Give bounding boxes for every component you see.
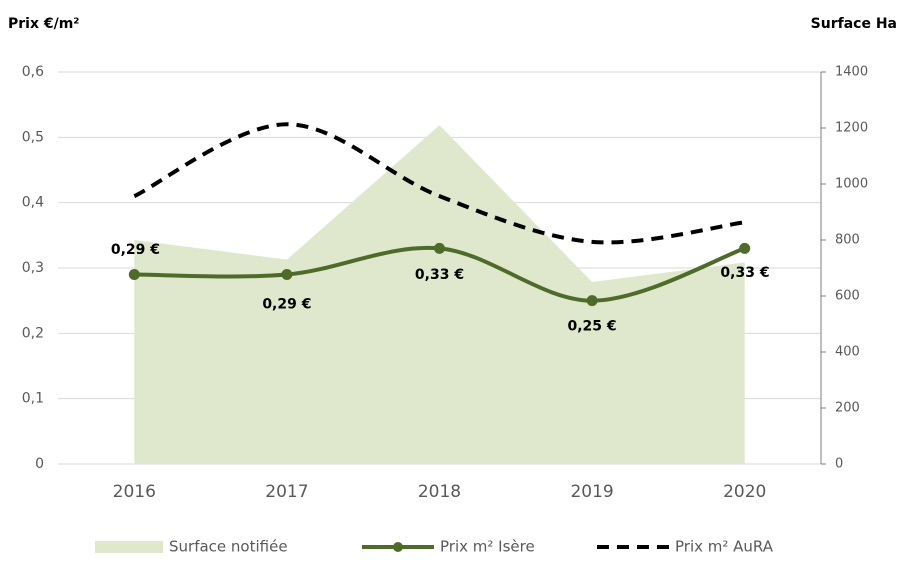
y-tick-label: 0,5 bbox=[22, 129, 44, 145]
legend-label: Surface notifiée bbox=[169, 538, 288, 556]
y-tick-label: 0 bbox=[35, 456, 44, 472]
y-tick-label: 0,1 bbox=[22, 391, 44, 407]
y2-axis-title: Surface Ha bbox=[811, 16, 897, 32]
x-tick-label: 2019 bbox=[570, 482, 613, 502]
y-axis-title: Prix €/m² bbox=[8, 16, 79, 32]
point bbox=[281, 269, 293, 281]
point bbox=[128, 269, 140, 281]
data-label: 0,29 € bbox=[262, 297, 311, 313]
y2-tick-label: 200 bbox=[835, 401, 860, 416]
y2-tick-label: 400 bbox=[835, 345, 860, 360]
y2-tick-label: 1000 bbox=[835, 177, 868, 192]
point bbox=[739, 242, 751, 254]
legend-label: Prix m² Isère bbox=[440, 538, 535, 556]
y2-tick-label: 600 bbox=[835, 289, 860, 304]
legend-point bbox=[393, 542, 403, 552]
y-tick-label: 0,4 bbox=[22, 195, 44, 211]
dashed-line bbox=[133, 122, 745, 245]
y-tick-label: 0,2 bbox=[22, 325, 44, 341]
x-tick-label: 2020 bbox=[723, 482, 766, 502]
legend-label: Prix m² AuRA bbox=[675, 538, 774, 556]
y2-tick-label: 0 bbox=[835, 457, 843, 472]
legend-swatch bbox=[95, 541, 163, 553]
area bbox=[134, 125, 745, 464]
data-label: 0,33 € bbox=[415, 267, 464, 283]
y-tick-label: 0,3 bbox=[22, 260, 44, 276]
y2-tick-label: 1400 bbox=[835, 65, 868, 80]
point bbox=[586, 295, 598, 307]
x-tick-label: 2018 bbox=[418, 482, 461, 502]
y2-tick-label: 800 bbox=[835, 233, 860, 248]
x-tick-label: 2017 bbox=[265, 482, 308, 502]
x-tick-label: 2016 bbox=[113, 482, 156, 502]
data-label: 0,29 € bbox=[111, 242, 160, 258]
data-label: 0,33 € bbox=[720, 265, 769, 281]
y2-tick-label: 1200 bbox=[835, 121, 868, 136]
point bbox=[434, 242, 445, 254]
data-label: 0,25 € bbox=[568, 319, 617, 335]
y-tick-label: 0,6 bbox=[22, 64, 44, 80]
